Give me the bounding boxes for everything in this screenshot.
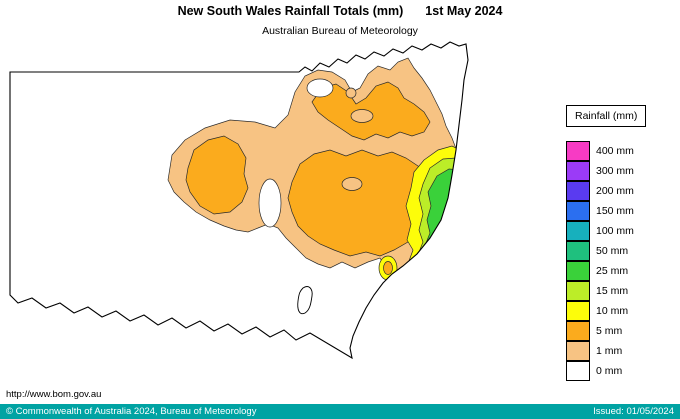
page-title: New South Wales Rainfall Totals (mm) bbox=[177, 4, 404, 18]
legend-swatch-200mm bbox=[566, 180, 590, 201]
rain-pocket-1mm-b bbox=[350, 109, 374, 123]
rainfall-legend: Rainfall (mm) 400 mm 300 mm 200 mm 150 m… bbox=[566, 105, 676, 381]
legend-row: 100 mm bbox=[566, 220, 676, 241]
legend-row: 50 mm bbox=[566, 240, 676, 261]
legend-label: 300 mm bbox=[596, 165, 634, 177]
footer-bar: © Commonwealth of Australia 2024, Bureau… bbox=[0, 404, 680, 419]
rain-pocket-1mm-a bbox=[341, 177, 363, 191]
dry-pocket-north bbox=[306, 78, 334, 98]
legend-row: 10 mm bbox=[566, 300, 676, 321]
legend-row: 1 mm bbox=[566, 340, 676, 361]
legend-label: 200 mm bbox=[596, 185, 634, 197]
legend-row: 400 mm bbox=[566, 141, 676, 161]
legend-swatch-400mm bbox=[566, 141, 590, 161]
rain-region-5mm-west bbox=[185, 135, 249, 215]
legend-swatch-25mm bbox=[566, 260, 590, 281]
rain-spot-5mm-illawarra bbox=[383, 261, 393, 275]
bom-url: http://www.bom.gov.au bbox=[6, 389, 102, 400]
legend-row: 300 mm bbox=[566, 160, 676, 181]
legend-label: 5 mm bbox=[596, 325, 623, 337]
legend-label: 100 mm bbox=[596, 225, 634, 237]
legend-swatch-10mm bbox=[566, 300, 590, 321]
page-subtitle: Australian Bureau of Meteorology bbox=[262, 25, 418, 37]
legend-label: 0 mm bbox=[596, 365, 623, 377]
legend-scale: 400 mm 300 mm 200 mm 150 mm 100 mm 50 mm… bbox=[566, 141, 676, 381]
legend-swatch-5mm bbox=[566, 320, 590, 341]
issued-text: Issued: 01/05/2024 bbox=[593, 406, 674, 417]
legend-row: 25 mm bbox=[566, 260, 676, 281]
legend-row: 5 mm bbox=[566, 320, 676, 341]
legend-label: 150 mm bbox=[596, 205, 634, 217]
legend-label: 10 mm bbox=[596, 305, 629, 317]
rainfall-contours bbox=[10, 42, 468, 358]
legend-label: 15 mm bbox=[596, 285, 629, 297]
legend-row: 200 mm bbox=[566, 180, 676, 201]
legend-swatch-50mm bbox=[566, 240, 590, 261]
dry-pocket-central bbox=[258, 178, 282, 228]
legend-swatch-15mm bbox=[566, 280, 590, 301]
legend-swatch-0mm bbox=[566, 360, 590, 381]
nsw-state-outline bbox=[9, 41, 469, 360]
legend-swatch-100mm bbox=[566, 220, 590, 241]
map-date: 1st May 2024 bbox=[425, 4, 503, 18]
copyright-text: © Commonwealth of Australia 2024, Bureau… bbox=[6, 406, 257, 417]
legend-label: 1 mm bbox=[596, 345, 623, 357]
legend-row: 150 mm bbox=[566, 200, 676, 221]
legend-label: 25 mm bbox=[596, 265, 629, 277]
legend-row: 15 mm bbox=[566, 280, 676, 301]
map-header: New South Wales Rainfall Totals (mm) 1st … bbox=[0, 4, 680, 37]
legend-label: 50 mm bbox=[596, 245, 629, 257]
legend-row: 0 mm bbox=[566, 360, 676, 381]
rain-pocket-1mm-c bbox=[345, 87, 357, 99]
rain-region-5mm-north bbox=[311, 81, 431, 141]
act-outline bbox=[297, 286, 313, 315]
legend-title: Rainfall (mm) bbox=[566, 105, 647, 127]
legend-swatch-300mm bbox=[566, 160, 590, 181]
rain-spot-50mm-b bbox=[442, 215, 448, 221]
legend-swatch-1mm bbox=[566, 340, 590, 361]
legend-label: 400 mm bbox=[596, 145, 634, 157]
legend-swatch-150mm bbox=[566, 200, 590, 221]
